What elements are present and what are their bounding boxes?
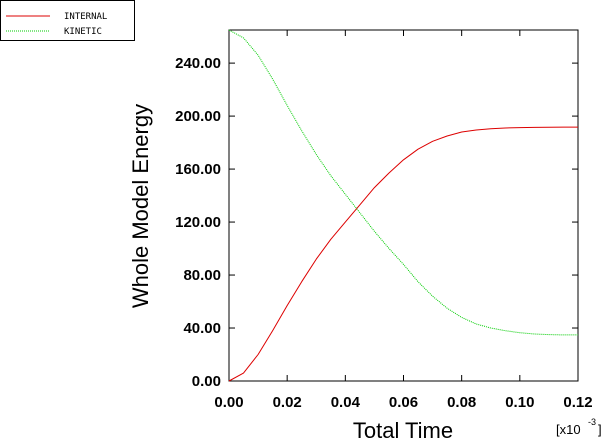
y-tick-label: 40.00 [183, 320, 221, 337]
plot-frame [228, 29, 579, 382]
legend-label-internal: INTERNAL [64, 12, 107, 22]
y-axis-title: Whole Model Energy [128, 104, 153, 308]
y-tick-label: 240.00 [175, 55, 221, 72]
x-axis-ticks: 0.00 0.02 0.04 0.06 0.08 0.10 0.12 [214, 30, 593, 411]
x-axis-title: Total Time [353, 418, 453, 439]
y-axis-ticks: 0.00 40.00 80.00 120.00 160.00 200.00 240.00 [175, 55, 578, 390]
series-line-internal [228, 126, 578, 382]
x-multiplier-exponent: -3 [588, 417, 596, 427]
x-tick-label: 0.12 [563, 394, 592, 411]
x-tick-label: 0.00 [214, 394, 243, 411]
y-tick-label: 160.00 [175, 161, 221, 178]
legend-box [0, 0, 135, 41]
x-tick-label: 0.10 [505, 394, 534, 411]
x-tick-label: 0.08 [447, 394, 476, 411]
series-line-kinetic [228, 29, 578, 336]
x-axis-multiplier: [x10 -3 ] [556, 417, 602, 437]
x-multiplier-close: ] [598, 422, 602, 437]
y-tick-label: 0.00 [192, 373, 221, 390]
legend-label-kinetic: KINETIC [64, 27, 102, 37]
x-tick-label: 0.06 [389, 394, 418, 411]
x-tick-label: 0.02 [273, 394, 302, 411]
y-tick-label: 120.00 [175, 214, 221, 231]
y-tick-label: 80.00 [183, 267, 221, 284]
x-tick-label: 0.04 [331, 394, 361, 411]
legend: INTERNAL KINETIC [0, 0, 135, 41]
x-multiplier-base: [x10 [556, 422, 581, 437]
series-lines [228, 29, 578, 382]
y-tick-label: 200.00 [175, 108, 221, 125]
